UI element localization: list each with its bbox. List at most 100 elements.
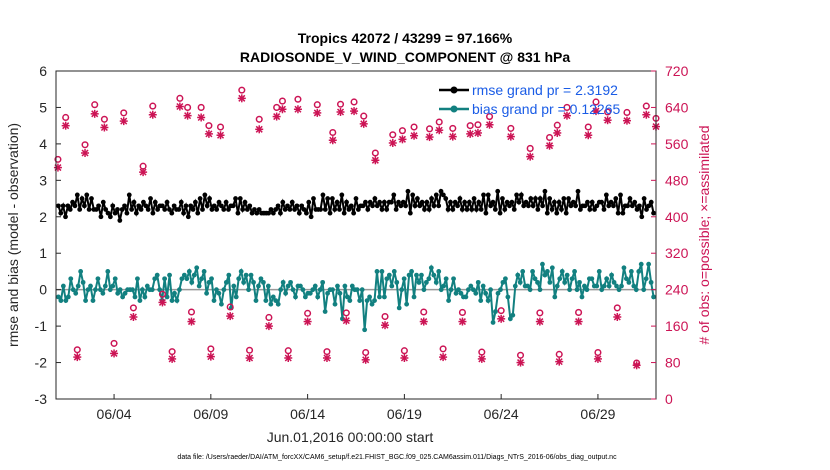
bias-point — [535, 279, 540, 285]
assimilated-obs-marker — [381, 321, 390, 330]
rmse-point — [131, 199, 137, 205]
assimilated-obs-marker — [139, 168, 148, 177]
rmse-point — [405, 188, 411, 194]
bias-point — [421, 287, 427, 293]
bias-point — [330, 287, 335, 293]
rmse-point — [504, 199, 510, 205]
asterisk-stroke — [336, 108, 345, 116]
rmse-point — [407, 210, 413, 216]
rmse-point — [195, 210, 201, 216]
bias-point — [372, 298, 377, 303]
rmse-point — [285, 203, 290, 209]
assimilated-obs-marker — [562, 111, 571, 120]
assimilated-obs-marker — [398, 135, 407, 144]
asterisk-stroke — [553, 129, 561, 137]
possible-obs-marker — [304, 309, 312, 317]
rmse-point — [145, 207, 151, 212]
rmse-point — [126, 192, 132, 198]
bias-point — [386, 272, 392, 278]
possible-obs-marker — [238, 86, 246, 94]
y-tick-label: 4 — [39, 136, 47, 152]
assimilated-obs-marker — [168, 354, 177, 363]
rmse-point — [301, 207, 307, 212]
rmse-point — [516, 199, 522, 205]
rmse-point — [223, 199, 229, 205]
rmse-point — [308, 214, 314, 220]
rmse-point — [89, 196, 94, 201]
bias-point — [542, 272, 548, 278]
bias-point — [337, 290, 343, 296]
rmse-point — [644, 207, 649, 212]
rmse-point — [452, 199, 458, 205]
bias-point — [453, 290, 459, 296]
bias-point — [83, 298, 88, 303]
possible-obs-marker — [149, 102, 157, 110]
rmse-point — [117, 218, 123, 223]
assimilated-obs-marker — [322, 354, 331, 362]
bias-point — [65, 294, 71, 300]
legend-rmse-label: rmse grand pr = 2.3192 — [472, 82, 618, 98]
bias-point — [354, 287, 360, 293]
bias-point — [214, 287, 219, 293]
bias-point — [537, 287, 543, 293]
rmse-point — [162, 207, 168, 212]
bias-point — [174, 298, 180, 303]
y-right-tick-label: 720 — [665, 63, 689, 79]
bias-point — [298, 283, 303, 289]
rmse-point — [226, 207, 231, 212]
assimilated-obs-marker — [61, 121, 70, 130]
assimilated-obs-marker — [448, 132, 457, 141]
bias-point — [268, 301, 274, 307]
rmse-point — [450, 207, 456, 212]
asterisk-stroke — [466, 130, 474, 138]
rmse-point — [341, 210, 347, 216]
possible-obs-marker — [420, 308, 428, 316]
bias-point — [470, 287, 476, 293]
bias-point — [256, 283, 261, 289]
rmse-point — [252, 207, 257, 212]
assimilated-obs-marker — [477, 354, 486, 363]
asterisk-stroke — [526, 153, 534, 161]
rmse-point — [105, 210, 111, 216]
rmse-point — [415, 196, 420, 201]
assimilated-obs-marker — [293, 105, 302, 114]
y-axis-left: -3 -2 -1 0 1 2 3 4 5 6 — [35, 63, 61, 407]
legend: rmse grand pr = 2.3192 bias grand pr = 0… — [439, 82, 620, 117]
bias-point — [115, 290, 121, 296]
possible-obs-marker — [360, 112, 368, 120]
possible-obs-marker — [486, 113, 494, 121]
possible-obs-marker — [273, 103, 281, 111]
bias-point — [465, 287, 471, 293]
rmse-point — [509, 199, 515, 205]
rmse-point — [379, 207, 385, 212]
asterisk-stroke — [265, 322, 273, 330]
possible-obs-marker — [435, 118, 443, 126]
bias-point — [362, 327, 368, 333]
bias-point — [582, 283, 587, 289]
y-right-tick-label: 80 — [665, 355, 681, 371]
assimilated-obs-marker — [216, 131, 225, 140]
bias-point — [382, 294, 387, 300]
bias-point — [290, 287, 296, 293]
rmse-point — [304, 210, 309, 216]
bias-point — [379, 269, 385, 274]
rmse-point — [594, 203, 600, 209]
bias-point — [606, 283, 612, 289]
asterisk-stroke — [323, 354, 331, 362]
rmse-point — [426, 207, 432, 212]
rmse-point — [422, 207, 427, 212]
rmse-point — [627, 196, 633, 201]
bias-point — [633, 287, 639, 293]
rmse-point — [93, 207, 99, 212]
assimilated-obs-marker — [485, 120, 494, 129]
assimilated-obs-marker — [555, 357, 564, 366]
asterisk-stroke — [594, 355, 602, 363]
bias-point — [646, 261, 652, 267]
chart-title: Tropics 42072 / 43299 = 97.166% — [298, 30, 513, 46]
possible-obs-marker — [197, 103, 205, 111]
assimilated-obs-marker — [574, 317, 583, 326]
bias-point — [367, 294, 372, 300]
bias-point — [493, 309, 498, 314]
asterisk-stroke — [284, 354, 292, 362]
bias-point — [401, 276, 407, 282]
